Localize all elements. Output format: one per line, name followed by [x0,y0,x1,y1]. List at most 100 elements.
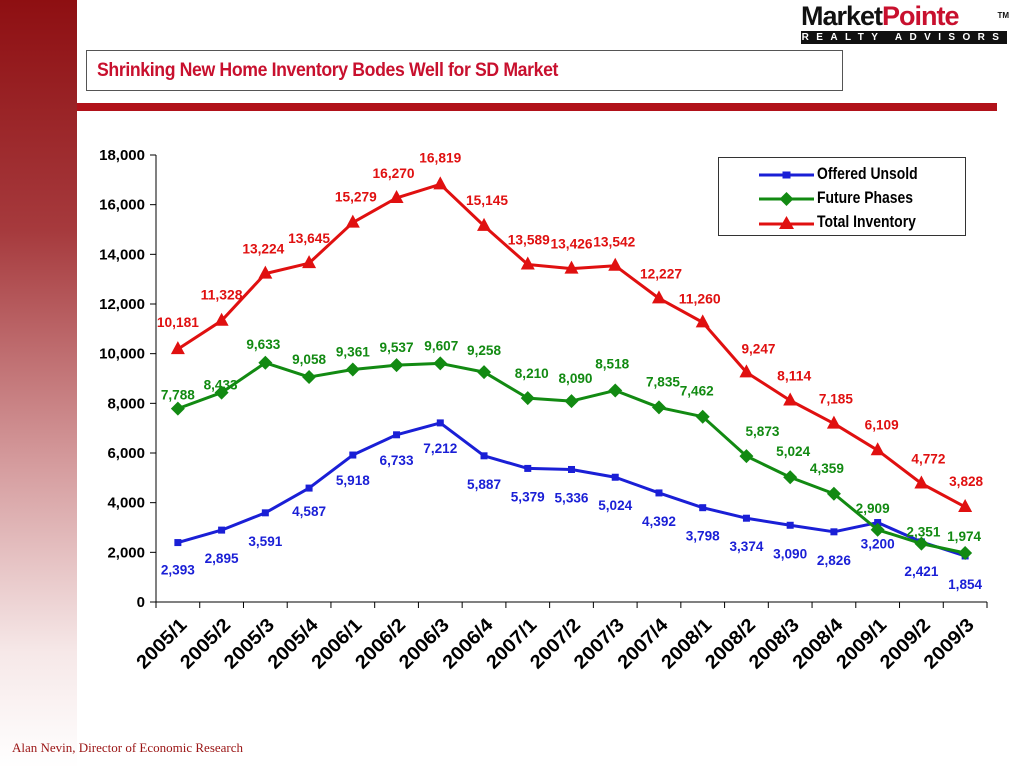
data-point [564,394,579,409]
data-label: 4,587 [292,503,326,519]
legend-item-total-inventory: Total Inventory [719,211,965,235]
data-point [914,475,929,489]
data-label: 3,200 [861,536,895,552]
data-point [302,370,317,385]
x-axis-ticks: 2005/12005/22005/32005/42006/12006/22006… [133,602,988,673]
y-tick-label: 6,000 [107,445,145,462]
data-point [258,265,273,279]
data-label: 7,835 [646,373,680,389]
data-label: 8,518 [595,355,629,371]
footer-credit: Alan Nevin, Director of Economic Researc… [12,740,244,755]
logo-trademark: TM [997,11,1009,20]
data-label: 2,351 [906,524,940,540]
data-point [651,400,666,415]
side-gradient-bar [0,0,77,768]
data-point [958,498,973,512]
data-label: 6,733 [380,452,414,468]
data-point [739,449,754,464]
data-label: 8,210 [515,365,549,381]
data-point [651,290,666,304]
data-point [218,526,226,534]
data-point [477,217,492,231]
legend-label-offered-unsold: Offered Unsold [817,164,918,183]
data-label: 13,645 [288,230,330,246]
legend-swatch-offered-unsold [759,171,814,179]
data-point [699,504,707,512]
legend-swatch-total-inventory [759,216,814,229]
data-label: 5,918 [336,472,370,488]
data-point [870,522,885,537]
data-label: 13,589 [508,232,550,248]
logo-subtitle: REALTY ADVISORS [801,31,1007,44]
y-axis-ticks: 0 2,000 4,000 6,000 8,000 10,000 12,000 14,000 1… [99,147,156,611]
data-point [608,257,623,271]
data-label: 5,336 [555,489,589,505]
data-point [742,514,750,522]
data-label: 9,633 [246,336,280,352]
data-label: 7,185 [819,391,853,407]
legend-item-offered-unsold: Offered Unsold [719,163,965,187]
data-label: 7,462 [680,383,714,399]
chart-axes [155,155,987,603]
data-label: 4,392 [642,513,676,529]
data-label: 8,114 [777,368,811,384]
data-label: 15,279 [335,189,377,205]
data-label: 9,247 [741,340,775,356]
y-tick-label: 2,000 [107,544,145,561]
page-title: Shrinking New Home Inventory Bodes Well … [97,60,559,81]
data-point [174,539,182,547]
legend-label-future-phases: Future Phases [817,188,914,207]
data-point [870,442,885,456]
data-point [830,528,838,536]
data-label: 7,788 [161,387,195,403]
data-point [302,255,317,269]
data-label: 13,542 [593,234,635,250]
data-point [258,355,273,370]
data-label: 2,909 [856,500,890,516]
data-point [826,415,841,429]
chart-series [170,176,973,560]
data-label: 11,260 [679,290,721,306]
data-label: 9,537 [380,339,414,355]
data-point [826,486,841,501]
data-label: 1,974 [947,528,981,544]
data-point [345,362,360,377]
data-label: 2,826 [817,552,851,568]
data-point [568,465,575,473]
data-point [170,341,185,355]
data-label: 10,181 [157,314,199,330]
data-point [608,383,623,398]
legend-item-future-phases: Future Phases [719,187,965,211]
data-point [477,365,492,380]
data-label: 2,895 [205,550,239,566]
y-tick-label: 16,000 [99,197,145,214]
data-point [564,260,579,274]
data-point [393,431,401,439]
data-point [433,176,448,190]
data-label: 3,090 [773,545,807,561]
legend-label-total-inventory: Total Inventory [817,212,916,231]
data-label: 8,433 [204,377,238,393]
data-label: 6,109 [865,416,899,432]
data-point [305,484,313,492]
data-point [611,473,619,481]
data-label: 13,426 [551,236,593,252]
data-label: 16,270 [373,165,415,181]
data-label: 3,591 [248,533,282,549]
data-point [214,385,229,400]
data-labels: 2,393 2,895 3,591 4,587 5,918 6,733 7,212 5,887… [157,149,983,592]
data-label: 5,873 [745,423,779,439]
data-point [389,358,404,373]
data-point [524,464,532,472]
data-label: 11,328 [201,287,243,303]
data-point [345,214,360,228]
marketpointe-logo: MarketPointe TM REALTY ADVISORS [801,2,1009,44]
data-label: 7,212 [423,440,457,456]
data-point [655,489,663,497]
y-tick-label: 14,000 [99,246,145,263]
data-point [389,189,404,203]
data-label: 5,024 [598,497,632,513]
data-label: 9,058 [292,351,326,367]
data-label: 3,828 [949,473,983,489]
data-label: 9,607 [424,337,458,353]
